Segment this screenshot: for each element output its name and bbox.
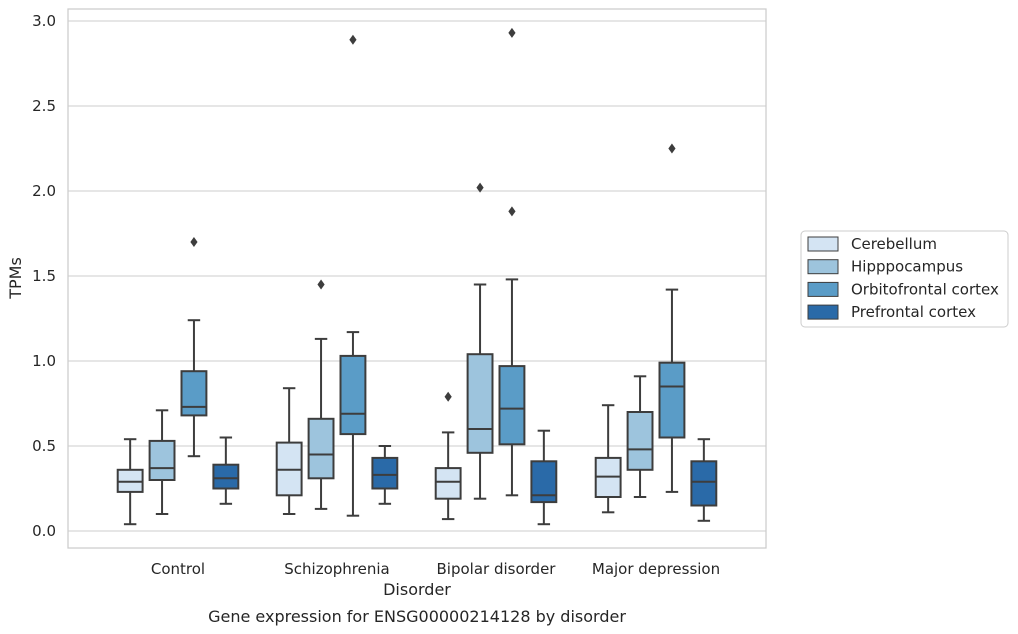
x-tick-label: Bipolar disorder	[437, 560, 557, 578]
legend: Cerebellum Hipppocampus Orbitofrontal cort…	[800, 230, 1009, 328]
legend-label: Orbitofrontal cortex	[851, 280, 999, 298]
y-tick-label: 1.5	[32, 267, 56, 285]
y-tick-label: 0.5	[32, 437, 56, 455]
box-iqr	[148, 439, 176, 481]
x-tick-labels: Control Schizophrenia Bipolar disorder Majo…	[151, 560, 720, 578]
box-iqr	[690, 460, 718, 507]
legend-label: Cerebellum	[851, 235, 937, 253]
chart-title: Gene expression for ENSG00000214128 by d…	[208, 607, 626, 626]
outlier-point	[349, 34, 357, 45]
box-plot	[466, 182, 494, 500]
outlier-point	[508, 27, 516, 38]
legend-swatch	[807, 281, 839, 297]
box-iqr	[498, 365, 526, 446]
box-iqr	[212, 463, 240, 490]
outlier-point	[668, 143, 676, 154]
y-tick-label: 1.0	[32, 352, 56, 370]
x-axis-label: Disorder	[383, 580, 451, 599]
box-iqr	[371, 456, 399, 490]
box-iqr	[307, 417, 335, 480]
box-plots	[116, 27, 718, 526]
legend-swatch	[807, 236, 839, 252]
legend-frame	[800, 230, 1009, 328]
box-iqr	[434, 467, 462, 500]
outlier-point	[476, 182, 484, 193]
legend-label: Prefrontal cortex	[851, 303, 976, 321]
outlier-point	[317, 279, 325, 290]
box-iqr	[466, 353, 494, 454]
box-iqr	[339, 354, 367, 436]
box-plot	[658, 143, 686, 493]
plot-frame	[67, 8, 767, 549]
box-plot	[690, 438, 718, 522]
y-tick-label: 3.0	[32, 12, 56, 30]
y-tick-labels: 0.0 0.5 1.0 1.5 2.0 2.5 3.0	[32, 12, 56, 540]
box-plot	[180, 237, 208, 458]
box-iqr	[180, 370, 208, 417]
legend-label: Hipppocampus	[851, 258, 963, 276]
box-plot	[594, 404, 622, 514]
y-tick-label: 0.0	[32, 522, 56, 540]
box-plot	[275, 387, 303, 515]
box-plot	[530, 429, 558, 526]
x-tick-label: Control	[151, 560, 205, 578]
grid-lines	[68, 20, 766, 532]
outlier-point	[508, 206, 516, 217]
y-tick-label: 2.5	[32, 97, 56, 115]
x-tick-label: Schizophrenia	[284, 560, 389, 578]
box-plot	[339, 34, 367, 517]
box-iqr	[658, 361, 686, 439]
legend-swatch	[807, 259, 839, 275]
box-plot	[434, 391, 462, 521]
y-axis-label: TPMs	[6, 257, 25, 300]
box-plot	[148, 409, 176, 515]
box-plot	[626, 375, 654, 498]
box-iqr	[626, 411, 654, 471]
box-plot	[371, 445, 399, 505]
outlier-point	[190, 237, 198, 247]
legend-swatch	[807, 304, 839, 320]
box-plot	[212, 436, 240, 505]
y-tick-label: 2.0	[32, 182, 56, 200]
box-plot	[116, 438, 144, 526]
x-tick-label: Major depression	[592, 560, 720, 578]
box-plot	[498, 27, 526, 497]
box-plot	[307, 279, 335, 510]
outlier-point	[444, 391, 452, 402]
